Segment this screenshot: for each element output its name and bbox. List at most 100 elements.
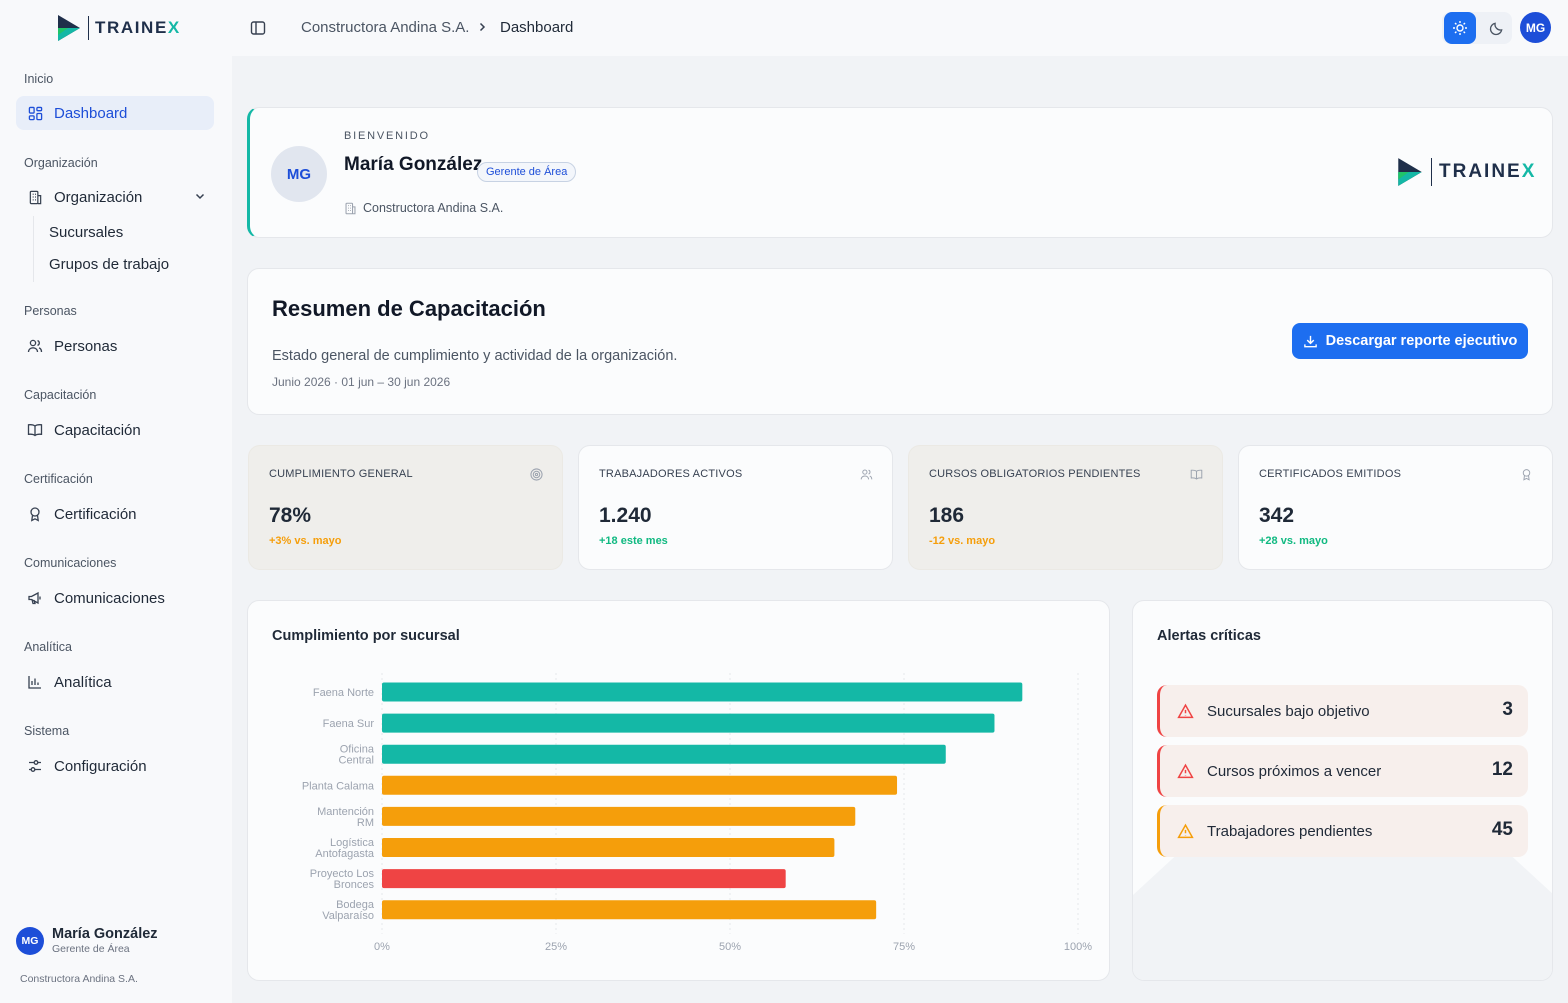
summary-card: Resumen de Capacitación Estado general d… (247, 268, 1553, 415)
user-name: María González (52, 926, 158, 942)
theme-switcher (1442, 12, 1512, 44)
megaphone-icon (27, 590, 43, 606)
sidebar-item-label: Personas (54, 337, 118, 355)
warning-triangle-icon (1177, 763, 1194, 778)
award-icon (27, 506, 43, 522)
section-label-capacitacion: Capacitación (24, 388, 97, 402)
logo-divider (1431, 158, 1432, 186)
summary-period: Junio 2026 · 01 jun – 30 jun 2026 (272, 375, 451, 389)
kpi-delta: +28 vs. mayo (1259, 535, 1328, 547)
download-report-button[interactable]: Descargar reporte ejecutivo (1292, 323, 1528, 359)
kpi-delta: -12 vs. mayo (929, 535, 996, 547)
alert-label: Cursos próximos a vencer (1207, 762, 1382, 780)
topbar: Constructora Andina S.A. Dashboard MG (232, 0, 1568, 56)
sidebar-item-label: Analítica (54, 673, 112, 691)
critical-alerts-card: Alertas críticas Sucursales bajo objetiv… (1132, 600, 1553, 981)
kpi-value: 78% (269, 504, 312, 527)
light-mode-button[interactable] (1444, 12, 1476, 44)
avatar: MG (16, 926, 44, 955)
logo-wordmark: TRAINEX (1439, 161, 1537, 182)
section-label-inicio: Inicio (24, 72, 54, 86)
users-icon (860, 469, 873, 480)
book-icon (27, 422, 43, 438)
section-label-organizacion: Organización (24, 156, 98, 170)
alert-item[interactable]: Cursos próximos a vencer 12 (1157, 745, 1528, 797)
sidebar-item-capacitacion[interactable]: Capacitación (16, 413, 214, 447)
award-icon (1522, 469, 1531, 481)
sidebar-item-comunicaciones[interactable]: Comunicaciones (16, 581, 214, 615)
alerts-background-shape (1133, 849, 1552, 980)
user-role: Gerente de Área (52, 943, 130, 955)
target-icon (530, 468, 543, 481)
sidebar-item-dashboard[interactable]: Dashboard (16, 96, 214, 130)
alert-item[interactable]: Trabajadores pendientes 45 (1157, 805, 1528, 857)
kpi-delta: +18 este mes (599, 535, 668, 547)
user-avatar-button[interactable]: MG (1520, 12, 1551, 43)
chart-title: Cumplimiento por sucursal (272, 628, 460, 644)
logo-mark-icon (58, 15, 80, 41)
chart-category-label: Bodega Valparaíso (322, 899, 375, 922)
welcome-organization-label: Constructora Andina S.A. (363, 201, 504, 215)
moon-icon (1489, 22, 1502, 35)
chart-bar (382, 869, 786, 889)
users-icon (27, 338, 43, 354)
submenu-guide-line (33, 216, 34, 282)
chart-bar (382, 682, 1023, 702)
chart-x-tick-label: 0% (374, 941, 390, 953)
alert-label: Sucursales bajo objetivo (1207, 702, 1370, 720)
sidebar-subitem-sucursales[interactable]: Sucursales (49, 224, 124, 241)
sidebar-item-personas[interactable]: Personas (16, 329, 214, 363)
sidebar-item-organizacion[interactable]: Organización (16, 180, 214, 214)
chart-bar (382, 806, 856, 826)
sidebar-item-label: Configuración (54, 757, 147, 775)
sidebar-item-label: Comunicaciones (54, 589, 165, 607)
sidebar-user-profile[interactable]: MG María González Gerente de Área (16, 926, 158, 955)
chevron-right-icon (479, 22, 486, 32)
download-report-label: Descargar reporte ejecutivo (1325, 333, 1518, 349)
warning-triangle-icon (1177, 703, 1194, 718)
alert-count: 45 (1491, 819, 1513, 840)
welcome-card: MG BIENVENIDO María González Gerente de … (247, 107, 1553, 238)
building-icon (345, 202, 356, 214)
sidebar-item-certificacion[interactable]: Certificación (16, 497, 214, 531)
section-label-certificacion: Certificación (24, 472, 93, 486)
sun-icon (1453, 21, 1467, 35)
logo-wordmark: TRAINEX (95, 18, 181, 37)
kpi-card-cumplimiento: CUMPLIMIENTO GENERAL 78% +3% vs. mayo (248, 445, 563, 570)
brand-logo[interactable]: TRAINEX (56, 13, 181, 43)
breadcrumb-organization[interactable]: Constructora Andina S.A. (301, 19, 470, 36)
download-icon (1303, 335, 1317, 347)
sidebar-item-label: Organización (54, 188, 143, 206)
chart-bar (382, 775, 898, 795)
chart-bar (382, 900, 877, 920)
sidebar-item-analitica[interactable]: Analítica (16, 665, 214, 699)
kpi-label: TRABAJADORES ACTIVOS (599, 468, 743, 480)
sidebar-item-label: Dashboard (54, 104, 128, 122)
kpi-card-trabajadores: TRABAJADORES ACTIVOS 1.240 +18 este mes (578, 445, 893, 570)
chart-category-label: Oficina Central (339, 744, 375, 767)
kpi-delta: +3% vs. mayo (269, 535, 342, 547)
sidebar-toggle-icon[interactable] (250, 20, 266, 36)
chevron-down-icon[interactable] (194, 190, 206, 202)
chart-x-tick-label: 25% (545, 941, 567, 953)
section-label-personas: Personas (24, 304, 77, 318)
summary-description: Estado general de cumplimiento y activid… (272, 348, 678, 364)
dark-mode-button[interactable] (1480, 12, 1512, 44)
kpi-label: CUMPLIMIENTO GENERAL (269, 468, 413, 480)
alert-label: Trabajadores pendientes (1207, 822, 1373, 840)
chart-category-label: Planta Calama (302, 780, 375, 792)
alerts-title: Alertas críticas (1157, 628, 1261, 644)
user-organization: Constructora Andina S.A. (20, 973, 138, 985)
sidebar-item-configuracion[interactable]: Configuración (16, 749, 214, 783)
chart-bar (382, 713, 995, 733)
brand-logo-large: TRAINEX (1396, 156, 1536, 188)
chart-category-label: Faena Sur (323, 718, 375, 730)
alert-item[interactable]: Sucursales bajo objetivo 3 (1157, 685, 1528, 737)
alert-count: 12 (1491, 759, 1513, 780)
page-title: Resumen de Capacitación (272, 296, 546, 321)
sidebar-item-label: Capacitación (54, 421, 141, 439)
kpi-label: CERTIFICADOS EMITIDOS (1259, 468, 1402, 480)
sidebar-subitem-grupos[interactable]: Grupos de trabajo (49, 256, 170, 273)
bar-chart-icon (27, 674, 43, 690)
logo-mark-icon (1398, 158, 1422, 186)
